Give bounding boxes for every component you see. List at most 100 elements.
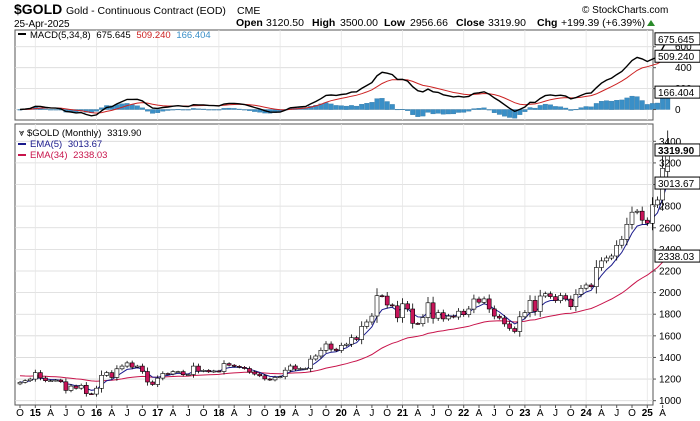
candle-up — [400, 303, 405, 318]
candle-up — [604, 257, 609, 262]
svg-text:MACD(5,34,8) 675.645: MACD(5,34,8) 675.645 509.240 166.404 — [30, 30, 211, 41]
x-tick-label: 18 — [213, 408, 225, 419]
macd-hist-bar — [400, 109, 405, 110]
candle-down — [461, 310, 467, 316]
macd-hist-bar — [165, 109, 171, 111]
candle-down — [430, 302, 436, 319]
x-tick-label: J — [308, 408, 313, 419]
macd-hist-bar — [236, 108, 242, 110]
macd-hist-bar — [216, 109, 222, 111]
macd-hist-bar — [512, 109, 518, 119]
price-legend-label: $GOLD (Monthly) — [27, 128, 101, 139]
candle-up — [522, 312, 528, 318]
candle-down — [384, 295, 390, 306]
macd-hist-bar — [328, 103, 334, 110]
candle-up — [170, 371, 176, 375]
macd-hist-bar — [634, 96, 640, 110]
price-grid — [15, 124, 653, 405]
macd-hist-bar — [211, 109, 217, 111]
candle-up — [374, 295, 380, 317]
macd-hist-bar — [313, 105, 319, 110]
macd-hist-bar — [48, 109, 54, 111]
high-value: 3500.00 — [340, 17, 378, 29]
macd-hist-bar — [604, 100, 609, 110]
price-tick-label: 1800 — [659, 310, 682, 321]
candle-up — [349, 337, 354, 345]
candle-up — [17, 381, 23, 385]
candles — [17, 130, 671, 397]
candle-down — [476, 298, 482, 303]
x-tick-label: O — [16, 408, 24, 419]
macd-hist-bar — [502, 109, 507, 117]
candle-down — [145, 371, 150, 383]
ema5-label: EMA(5) — [30, 139, 62, 150]
macd-hist-bar — [629, 95, 635, 110]
x-tick-label: 19 — [275, 408, 287, 419]
candle-up — [466, 308, 472, 315]
candle-up — [175, 371, 181, 373]
up-arrow-icon — [647, 20, 655, 26]
x-tick-label: O — [322, 408, 330, 419]
x-tick-label: A — [47, 408, 54, 419]
candle-down — [226, 363, 232, 366]
macd-tick-label: 0 — [675, 105, 681, 116]
x-tick-label: J — [63, 408, 68, 419]
candle-down — [563, 295, 569, 300]
candle-down — [140, 365, 145, 372]
macd-hist-bar — [129, 104, 135, 110]
macd-hist-value: 166.404 — [176, 30, 210, 41]
macd-hist-bar — [430, 109, 436, 115]
price-tick-label: 2800 — [659, 202, 682, 213]
candle-up — [629, 211, 635, 225]
macd-hist-bar — [593, 103, 599, 110]
macd-hist-bar — [175, 109, 181, 111]
macd-hist-bar — [206, 109, 212, 111]
candle-up — [78, 384, 84, 389]
macd-hist-bar — [338, 105, 344, 110]
macd-hist-bar — [542, 103, 548, 110]
candle-up — [471, 298, 477, 310]
macd-signal-tag-box — [654, 49, 700, 63]
macd-hist-bar — [145, 109, 150, 112]
macd-hist-bar — [466, 109, 472, 112]
candle-up — [435, 312, 441, 319]
macd-hist-bar — [491, 109, 497, 113]
candle-down — [379, 295, 385, 298]
x-tick-label: 25 — [642, 408, 654, 419]
ema34-legend-value: 2338.03 — [73, 150, 107, 161]
macd-value-tag: 675.645 — [658, 35, 695, 46]
candle-up — [364, 321, 370, 327]
candle-down — [328, 343, 334, 350]
candle-down — [252, 371, 257, 375]
x-tick-label: O — [261, 408, 269, 419]
macd-hist-bar — [522, 109, 528, 112]
candle-down — [231, 364, 237, 367]
macd-hist-bar — [384, 101, 390, 110]
candle-up — [114, 368, 120, 378]
macd-hist-tag: 166.404 — [658, 88, 695, 99]
macd-hist-bar — [588, 106, 594, 110]
macd-hist-bar — [624, 97, 630, 110]
x-tick-label: 21 — [397, 408, 409, 419]
x-axis: O 15 A J O 16 A J O 17 A J O 18 A J O 19 A J O 20 A J O 21 A J O 22 A J… — [15, 404, 666, 419]
macd-hist-bar — [583, 106, 589, 110]
candle-down — [644, 219, 650, 224]
symbol-title: $GOLD — [14, 1, 62, 17]
ema5-tag: 3013.67 — [658, 179, 695, 190]
macd-legend: MACD(5,34,8) 675.645 509.240 166.404 — [18, 30, 211, 41]
candle-down — [38, 372, 43, 379]
macd-hist-bar — [231, 108, 237, 110]
ema5-tag-box — [654, 176, 700, 190]
macd-hist-bar — [170, 109, 176, 111]
macd-hist-bar — [420, 109, 426, 117]
candle-down — [532, 300, 538, 312]
price-tick-label: 3200 — [659, 158, 682, 169]
candle-down — [63, 381, 69, 391]
macd-tick-label: 400 — [675, 63, 692, 74]
macd-hist-bar — [410, 109, 416, 115]
x-tick-label: O — [383, 408, 391, 419]
candle-up — [201, 370, 206, 372]
candle-up — [68, 385, 74, 391]
candle-down — [206, 370, 211, 373]
